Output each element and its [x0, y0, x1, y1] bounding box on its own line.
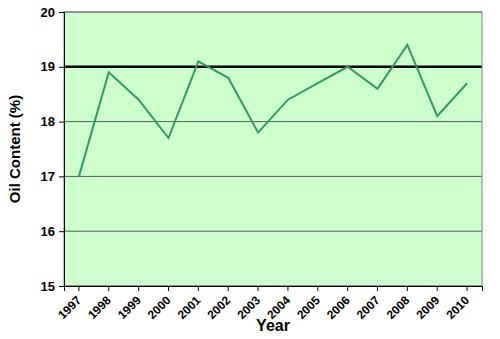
tick-label: 20: [41, 5, 55, 20]
tick-label: 1997: [55, 293, 84, 322]
tick-mark: [59, 286, 64, 287]
tick-mark: [59, 231, 64, 232]
y-tick: 16: [41, 224, 64, 239]
tick-mark: [347, 286, 348, 291]
reference-line: [64, 66, 482, 69]
tick-mark: [467, 286, 468, 291]
x-tick: 2001: [175, 286, 204, 322]
y-tick: 17: [41, 169, 64, 184]
grid-line: [64, 66, 482, 67]
y-axis: 15 16 17 18 19 20: [41, 5, 65, 294]
tick-label: 2001: [175, 293, 204, 322]
tick-label: 2008: [384, 293, 413, 322]
y-tick: 20: [41, 5, 64, 20]
x-tick: 2005: [294, 286, 323, 322]
tick-label: 2009: [414, 293, 443, 322]
tick-mark: [258, 286, 259, 291]
chart: 1516171819201997199819992000200120022003…: [0, 0, 500, 339]
tick-mark: [59, 12, 64, 13]
y-tick: 15: [41, 279, 64, 294]
tick-mark: [138, 286, 139, 291]
marks: [64, 45, 482, 177]
tick-mark: [437, 286, 438, 291]
tick-mark: [59, 67, 64, 68]
x-tick: 1999: [115, 286, 144, 322]
tick-label: 1999: [115, 293, 144, 322]
tick-label: 19: [41, 59, 55, 74]
tick-label: 2006: [324, 293, 353, 322]
tick-label: 2000: [145, 293, 174, 322]
data-line: [79, 45, 467, 177]
tick-label: 2010: [443, 293, 472, 322]
tick-mark: [287, 286, 288, 291]
grid-line: [64, 231, 482, 232]
tick-mark: [407, 286, 408, 291]
x-tick: 1997: [55, 286, 84, 322]
plot-frame: [64, 12, 482, 286]
tick-label: 2007: [354, 293, 383, 322]
x-tick: 2008: [384, 286, 413, 322]
tick-mark: [108, 286, 109, 291]
tick-label: 2002: [205, 293, 234, 322]
tick-mark: [377, 286, 378, 291]
x-tick: 2010: [443, 286, 472, 322]
tick-label: 16: [41, 224, 55, 239]
y-tick: 18: [41, 114, 64, 129]
tick-label: 15: [41, 279, 55, 294]
grid-line: [64, 176, 482, 177]
tick-label: 17: [41, 169, 55, 184]
y-tick: 19: [41, 59, 64, 74]
axis-line: [59, 13, 65, 287]
grid: [64, 12, 482, 286]
x-tick: 2007: [354, 286, 383, 322]
x-axis-title: Year: [256, 317, 290, 334]
tick-mark: [228, 286, 229, 291]
axis-line: [65, 287, 483, 292]
tick-mark: [59, 176, 64, 177]
tick-mark: [59, 122, 64, 123]
y-axis-title: Oil Content (%): [6, 95, 23, 203]
x-tick: 2006: [324, 286, 353, 322]
grid-line: [64, 121, 482, 122]
tick-label: 18: [41, 114, 55, 129]
tick-mark: [317, 286, 318, 291]
tick-mark: [78, 286, 79, 291]
tick-label: 2005: [294, 293, 323, 322]
plot-background: [64, 12, 482, 286]
tick-mark: [198, 286, 199, 291]
x-tick: 2009: [414, 286, 443, 322]
x-tick: 1998: [85, 286, 114, 322]
tick-label: 1998: [85, 293, 114, 322]
tick-mark: [168, 286, 169, 291]
x-tick: 2002: [205, 286, 234, 322]
x-tick: 2000: [145, 286, 174, 322]
